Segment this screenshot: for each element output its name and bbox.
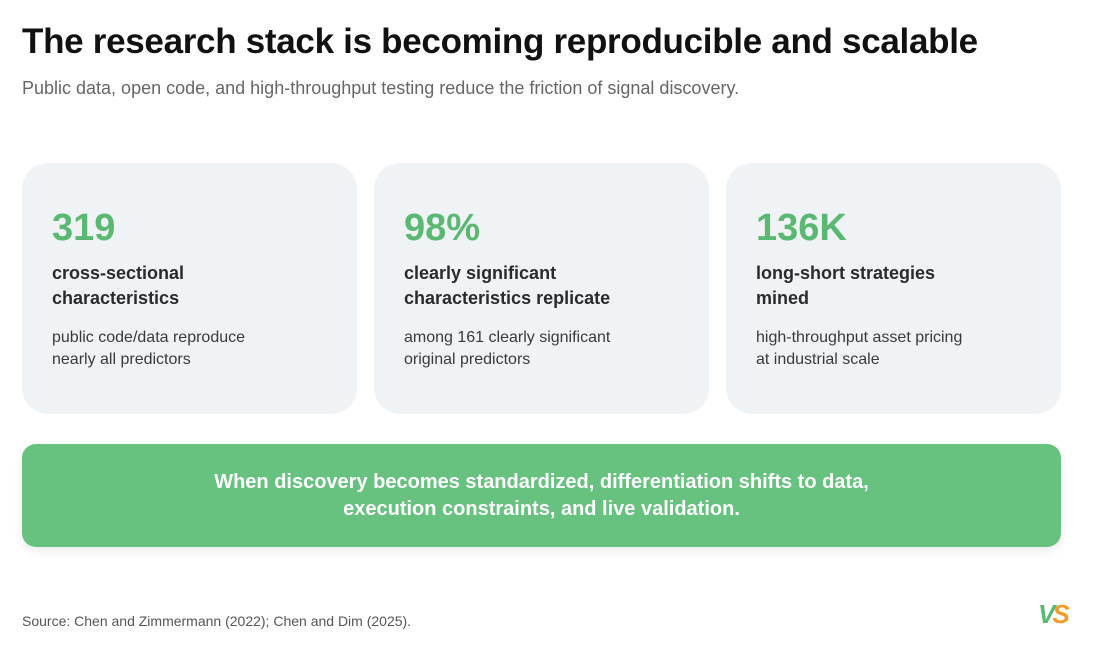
stat-label: long-short strategies mined	[756, 261, 935, 311]
description-line: high-throughput asset pricing	[756, 329, 963, 346]
stat-description: public code/data reproduce nearly all pre…	[52, 327, 245, 371]
stat-description: among 161 clearly significant original pr…	[404, 327, 610, 371]
description-line: nearly all predictors	[52, 351, 191, 368]
stat-card: 98% clearly significant characteristics r…	[374, 163, 709, 414]
label-line: mined	[756, 288, 810, 308]
title: The research stack is becoming reproduci…	[22, 22, 978, 61]
subtitle: Public data, open code, and high-through…	[22, 78, 740, 98]
stat-card: 319 cross-sectional characteristics publi…	[22, 163, 357, 414]
logo: VS	[1038, 599, 1070, 630]
label-line: characteristics	[52, 288, 180, 308]
description-line: among 161 clearly significant	[404, 329, 611, 346]
label-line: long-short strategies	[756, 263, 936, 283]
source-note: Source: Chen and Zimmermann (2022); Chen…	[22, 613, 412, 629]
stat-card: 136K long-short strategies mined high-thr…	[726, 163, 1061, 414]
callout: When discovery becomes standardized, dif…	[22, 444, 1061, 547]
stat-value: 136K	[756, 207, 847, 249]
stat-value: 98%	[404, 207, 481, 249]
callout-line: execution constraints, and live validati…	[343, 497, 740, 520]
label-line: cross-sectional	[52, 263, 185, 283]
callout-line: When discovery becomes standardized, dif…	[214, 470, 869, 493]
logo-letter: V	[1038, 599, 1055, 629]
logo-letter: S	[1052, 599, 1069, 629]
description-line: original predictors	[404, 351, 531, 368]
stat-label: cross-sectional characteristics	[52, 261, 184, 311]
stat-value: 319	[52, 207, 116, 249]
label-line: characteristics replicate	[404, 288, 611, 308]
stat-description: high-throughput asset pricing at industri…	[756, 327, 962, 371]
stat-label: clearly significant characteristics repli…	[404, 261, 610, 311]
description-line: at industrial scale	[756, 351, 880, 368]
description-line: public code/data reproduce	[52, 329, 246, 346]
label-line: clearly significant	[404, 263, 557, 283]
